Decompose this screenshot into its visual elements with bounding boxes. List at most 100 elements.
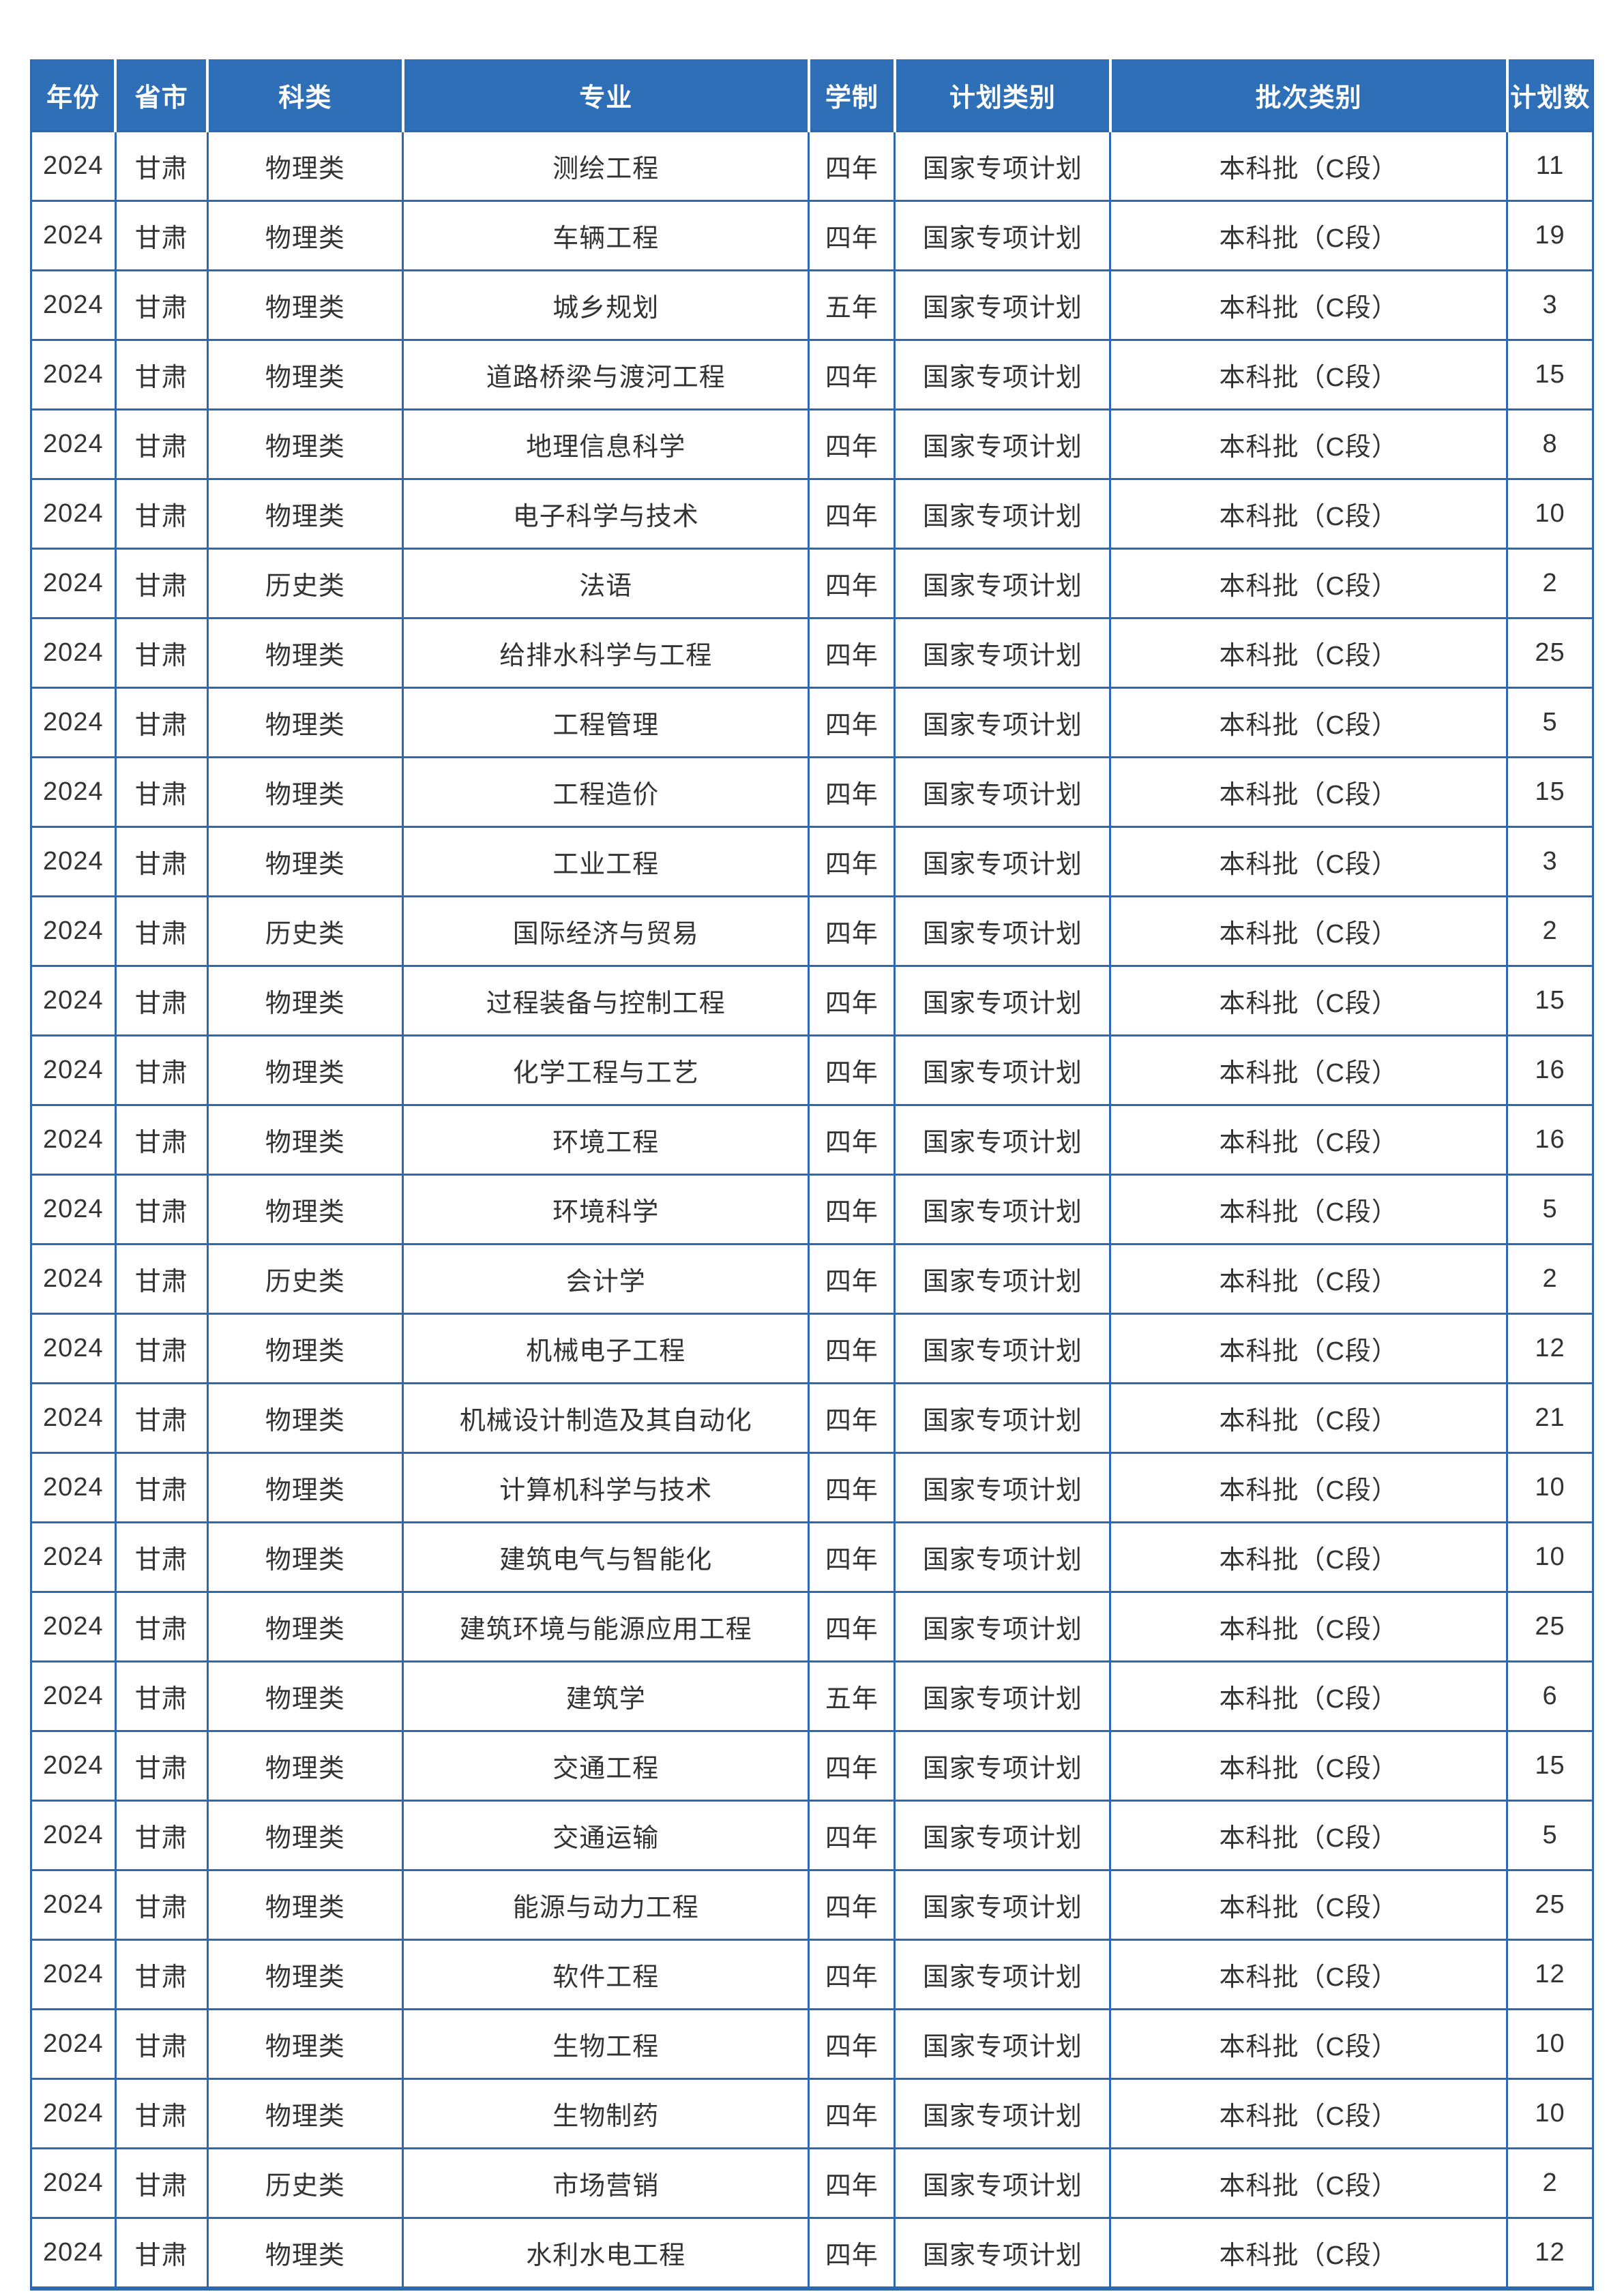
table-cell: 本科批（C段）: [1109, 200, 1509, 271]
table-cell: 甘肃: [114, 617, 209, 689]
header-cell: 批次类别: [1108, 59, 1509, 132]
table-row: 2024 甘肃 物理类 环境工程 四年 国家专项计划 本科批（C段） 16: [30, 1104, 1594, 1176]
table-cell: 物理类: [206, 1660, 404, 1732]
table-cell: 国家专项计划: [894, 2008, 1112, 2080]
admission-plan-table: 年份 省市 科类 专业 学制 计划类别 批次类别 计划数 2024 甘肃 物理类 测绘工程 四年 国家专…: [30, 59, 1594, 2291]
table-cell: 2024: [30, 2147, 117, 2219]
table-cell: 国家专项计划: [894, 895, 1112, 967]
table-cell: 四年: [808, 1869, 896, 1941]
header-cell: 计划类别: [893, 59, 1112, 132]
table-cell: 2024: [30, 1869, 117, 1941]
table-cell: 2024: [30, 756, 117, 828]
table-cell: 本科批（C段）: [1109, 478, 1509, 550]
table-cell: 国家专项计划: [894, 1730, 1112, 1802]
table-cell: 甘肃: [114, 826, 209, 897]
table-cell: 本科批（C段）: [1109, 2078, 1509, 2149]
table-cell: 15: [1506, 1730, 1594, 1802]
table-cell: 国家专项计划: [894, 2078, 1112, 2149]
table-cell: 物理类: [206, 1382, 404, 1454]
table-cell: 甘肃: [114, 339, 209, 411]
table-cell: 电子科学与技术: [402, 478, 810, 550]
table-cell: 16: [1506, 1104, 1594, 1176]
table-cell: 国际经济与贸易: [402, 895, 810, 967]
header-cell: 省市: [114, 59, 209, 132]
table-cell: 甘肃: [114, 895, 209, 967]
table-cell: 3: [1506, 826, 1594, 897]
table-cell: 本科批（C段）: [1109, 1034, 1509, 1106]
table-cell: 物理类: [206, 1591, 404, 1663]
table-row: 2024 甘肃 物理类 机械电子工程 四年 国家专项计划 本科批（C段） 12: [30, 1313, 1594, 1384]
table-cell: 25: [1506, 617, 1594, 689]
table-cell: 物理类: [206, 1452, 404, 1523]
table-cell: 物理类: [206, 1521, 404, 1593]
table-cell: 本科批（C段）: [1109, 1730, 1509, 1802]
table-cell: 国家专项计划: [894, 1313, 1112, 1384]
table-cell: 四年: [808, 478, 896, 550]
table-row: 2024 甘肃 物理类 能源与动力工程 四年 国家专项计划 本科批（C段） 25: [30, 1869, 1594, 1941]
header-cell: 专业: [401, 59, 810, 132]
table-cell: 建筑电气与智能化: [402, 1521, 810, 1593]
table-cell: 10: [1506, 2078, 1594, 2149]
table-cell: 甘肃: [114, 1869, 209, 1941]
table-cell: 物理类: [206, 478, 404, 550]
table-cell: 5: [1506, 1800, 1594, 1871]
table-cell: 水利水电工程: [402, 2217, 810, 2290]
admission-plan-table-container: 年份 省市 科类 专业 学制 计划类别 批次类别 计划数 2024 甘肃 物理类 测绘工程 四年 国家专…: [30, 59, 1594, 2291]
table-cell: 本科批（C段）: [1109, 1104, 1509, 1176]
table-cell: 甘肃: [114, 408, 209, 480]
table-cell: 四年: [808, 1800, 896, 1871]
table-cell: 甘肃: [114, 1104, 209, 1176]
table-cell: 四年: [808, 2078, 896, 2149]
table-cell: 四年: [808, 1034, 896, 1106]
table-cell: 国家专项计划: [894, 130, 1112, 202]
table-cell: 甘肃: [114, 130, 209, 202]
table-cell: 甘肃: [114, 2078, 209, 2149]
table-row: 2024 甘肃 物理类 环境科学 四年 国家专项计划 本科批（C段） 5: [30, 1174, 1594, 1245]
table-cell: 物理类: [206, 1313, 404, 1384]
table-row: 2024 甘肃 物理类 软件工程 四年 国家专项计划 本科批（C段） 12: [30, 1939, 1594, 2010]
table-cell: 环境科学: [402, 1174, 810, 1245]
table-cell: 国家专项计划: [894, 2147, 1112, 2219]
table-cell: 国家专项计划: [894, 339, 1112, 411]
table-cell: 国家专项计划: [894, 617, 1112, 689]
table-cell: 12: [1506, 1939, 1594, 2010]
table-cell: 本科批（C段）: [1109, 408, 1509, 480]
table-cell: 物理类: [206, 408, 404, 480]
table-cell: 四年: [808, 1382, 896, 1454]
table-cell: 甘肃: [114, 1174, 209, 1245]
table-cell: 会计学: [402, 1243, 810, 1315]
table-row: 2024 甘肃 物理类 计算机科学与技术 四年 国家专项计划 本科批（C段） 10: [30, 1452, 1594, 1523]
table-cell: 国家专项计划: [894, 826, 1112, 897]
table-cell: 2: [1506, 2147, 1594, 2219]
table-cell: 10: [1506, 2008, 1594, 2080]
table-cell: 6: [1506, 1660, 1594, 1732]
table-cell: 物理类: [206, 617, 404, 689]
table-cell: 本科批（C段）: [1109, 826, 1509, 897]
table-cell: 四年: [808, 1313, 896, 1384]
table-row: 2024 甘肃 物理类 交通运输 四年 国家专项计划 本科批（C段） 5: [30, 1800, 1594, 1871]
table-cell: 2024: [30, 895, 117, 967]
table-cell: 本科批（C段）: [1109, 1521, 1509, 1593]
table-cell: 甘肃: [114, 1452, 209, 1523]
table-cell: 生物制药: [402, 2078, 810, 2149]
table-cell: 甘肃: [114, 1800, 209, 1871]
table-cell: 国家专项计划: [894, 1869, 1112, 1941]
table-cell: 四年: [808, 1243, 896, 1315]
table-cell: 物理类: [206, 1104, 404, 1176]
table-cell: 给排水科学与工程: [402, 617, 810, 689]
table-cell: 物理类: [206, 687, 404, 758]
table-cell: 本科批（C段）: [1109, 1243, 1509, 1315]
table-cell: 甘肃: [114, 2008, 209, 2080]
header-cell: 科类: [206, 59, 404, 132]
table-cell: 四年: [808, 895, 896, 967]
table-row: 2024 甘肃 物理类 机械设计制造及其自动化 四年 国家专项计划 本科批（C段） 21: [30, 1382, 1594, 1454]
table-cell: 物理类: [206, 1800, 404, 1871]
table-row: 2024 甘肃 物理类 建筑电气与智能化 四年 国家专项计划 本科批（C段） 10: [30, 1521, 1594, 1593]
table-cell: 25: [1506, 1591, 1594, 1663]
table-cell: 国家专项计划: [894, 269, 1112, 341]
table-cell: 四年: [808, 2008, 896, 2080]
table-cell: 本科批（C段）: [1109, 1591, 1509, 1663]
table-cell: 本科批（C段）: [1109, 1382, 1509, 1454]
table-cell: 国家专项计划: [894, 2217, 1112, 2290]
table-cell: 甘肃: [114, 269, 209, 341]
